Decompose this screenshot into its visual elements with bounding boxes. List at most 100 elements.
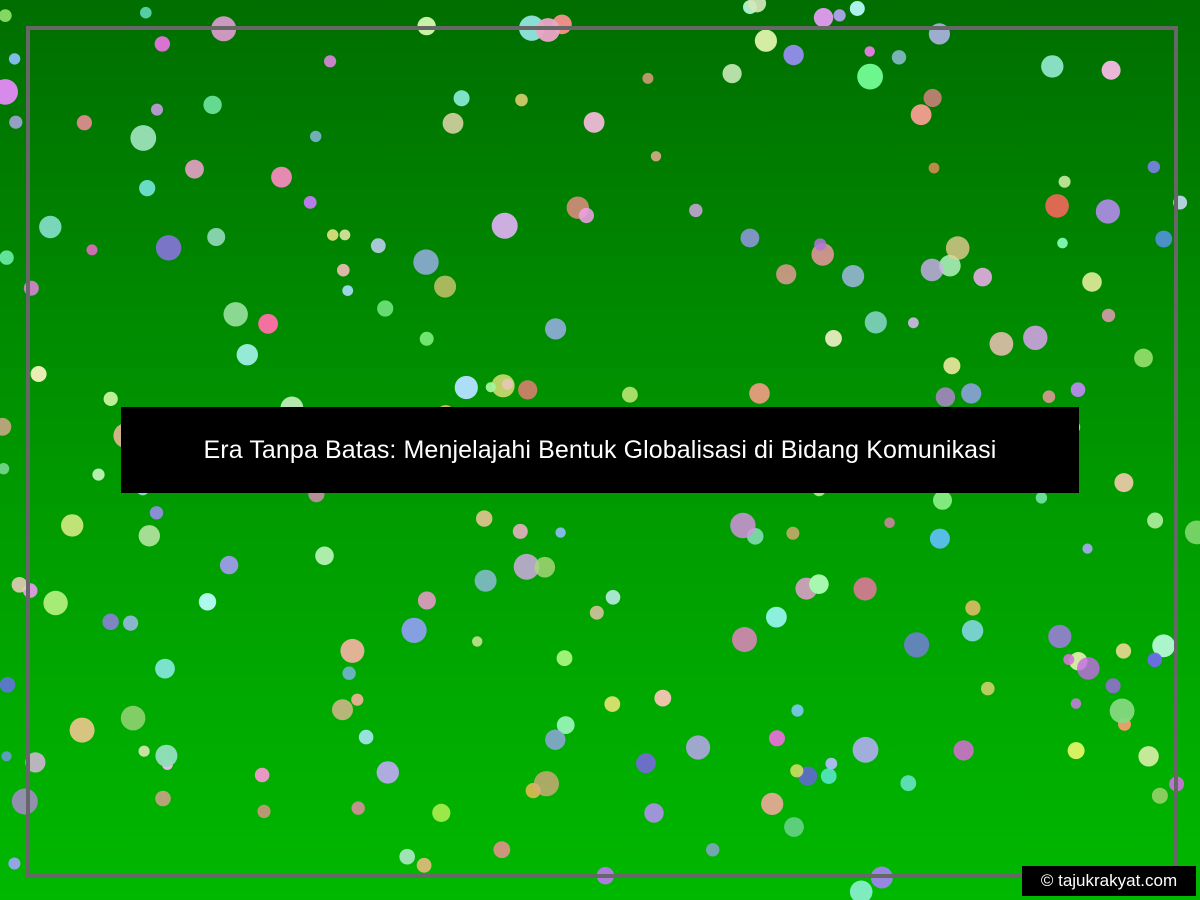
confetti-dot [399,848,416,865]
confetti-dot [825,330,842,347]
confetti-dot [732,627,757,652]
confetti-dot [1114,473,1134,493]
confetti-dot [139,180,156,197]
confetti-dot [973,267,992,287]
confetti-dot [86,244,98,256]
confetti-dot [686,735,711,760]
confetti-dot [419,331,434,346]
confetti-dot [453,90,470,107]
confetti-dot [1023,325,1048,350]
confetti-dot [1058,175,1071,188]
confetti-dot [825,757,838,770]
confetti-dot [953,740,974,761]
confetti-dot [327,229,339,241]
confetti-dot [605,590,621,605]
confetti-dot [370,238,386,254]
confetti-dot [809,574,829,594]
confetti-dot [650,151,662,162]
confetti-dot [545,318,567,340]
confetti-dot [689,203,703,218]
confetti-dot [1101,308,1116,323]
confetti-dot [11,577,28,593]
confetti-dot [123,615,139,631]
confetti-dot [60,514,84,537]
confetti-dot [776,264,797,285]
confetti-dot [0,250,14,265]
confetti-dot [310,130,322,143]
confetti-dot [103,391,118,406]
confetti-dot [1184,520,1200,545]
confetti-dot [271,166,292,188]
confetti-dot [0,9,12,22]
confetti-dot [1082,272,1102,292]
confetti-dot [155,235,182,261]
confetti-dot [491,212,518,239]
confetti-dot [1115,643,1132,659]
confetti-dot [1147,652,1163,668]
decorative-frame [26,26,1178,878]
confetti-dot [417,591,436,610]
confetti-dot [1109,698,1135,724]
confetti-dot [852,736,879,763]
confetti-dot [965,600,981,616]
confetti-dot [257,804,271,819]
confetti-dot [254,767,270,783]
confetti-dot [783,44,804,66]
confetti-dot [207,228,226,246]
confetti-dot [518,380,538,400]
confetti-dot [351,801,365,815]
confetti-dot [0,463,10,475]
confetti-dot [849,1,865,16]
confetti-dot [377,300,394,317]
confetti-dot [376,761,399,784]
confetti-dot [923,88,942,108]
confetti-dot [1077,657,1100,680]
confetti-dot [928,162,940,174]
confetti-dot [0,79,18,105]
confetti-dot [556,650,573,667]
page-title: Era Tanpa Batas: Menjelajahi Bentuk Glob… [203,435,997,464]
confetti-dot [102,613,119,630]
confetti-dot [622,386,638,403]
confetti-dot [340,638,365,663]
confetti-dot [155,790,171,807]
confetti-dot [786,526,800,540]
confetti-dot [929,528,950,549]
confetti-dot [1041,55,1064,78]
confetti-dot [76,115,92,131]
confetti-dot [790,764,804,778]
confetti-dot [1134,348,1153,368]
confetti-dot [791,704,804,717]
confetti-dot [219,555,239,575]
confetti-dot [442,112,464,134]
confetti-dot [961,620,984,642]
confetti-dot [989,332,1014,356]
confetti-dot [1152,634,1175,658]
confetti-dot [501,378,514,390]
confetti-dot [303,196,317,209]
confetti-dot [813,8,834,28]
confetti-dot [933,490,952,510]
confetti-dot [939,254,961,277]
confetti-dot [900,775,917,792]
confetti-dot [556,716,575,734]
confetti-dot [258,313,278,334]
confetti-dot [604,696,621,712]
confetti-dot [401,617,427,643]
confetti-dot [857,63,883,90]
confetti-dot [138,525,160,547]
confetti-dot [820,768,837,784]
confetti-dot [908,317,919,329]
confetti-dot [223,302,248,327]
confetti-dot [138,745,150,757]
confetti-dot [1147,160,1161,174]
confetti-dot [351,693,364,706]
confetti-dot [434,275,457,298]
confetti-dot [636,753,656,774]
confetti-dot [1057,237,1068,249]
confetti-dot [185,159,204,179]
confetti-dot [891,50,907,65]
confetti-dot [1095,199,1120,224]
confetti-dot [1101,60,1121,80]
confetti-dot [1070,698,1082,709]
